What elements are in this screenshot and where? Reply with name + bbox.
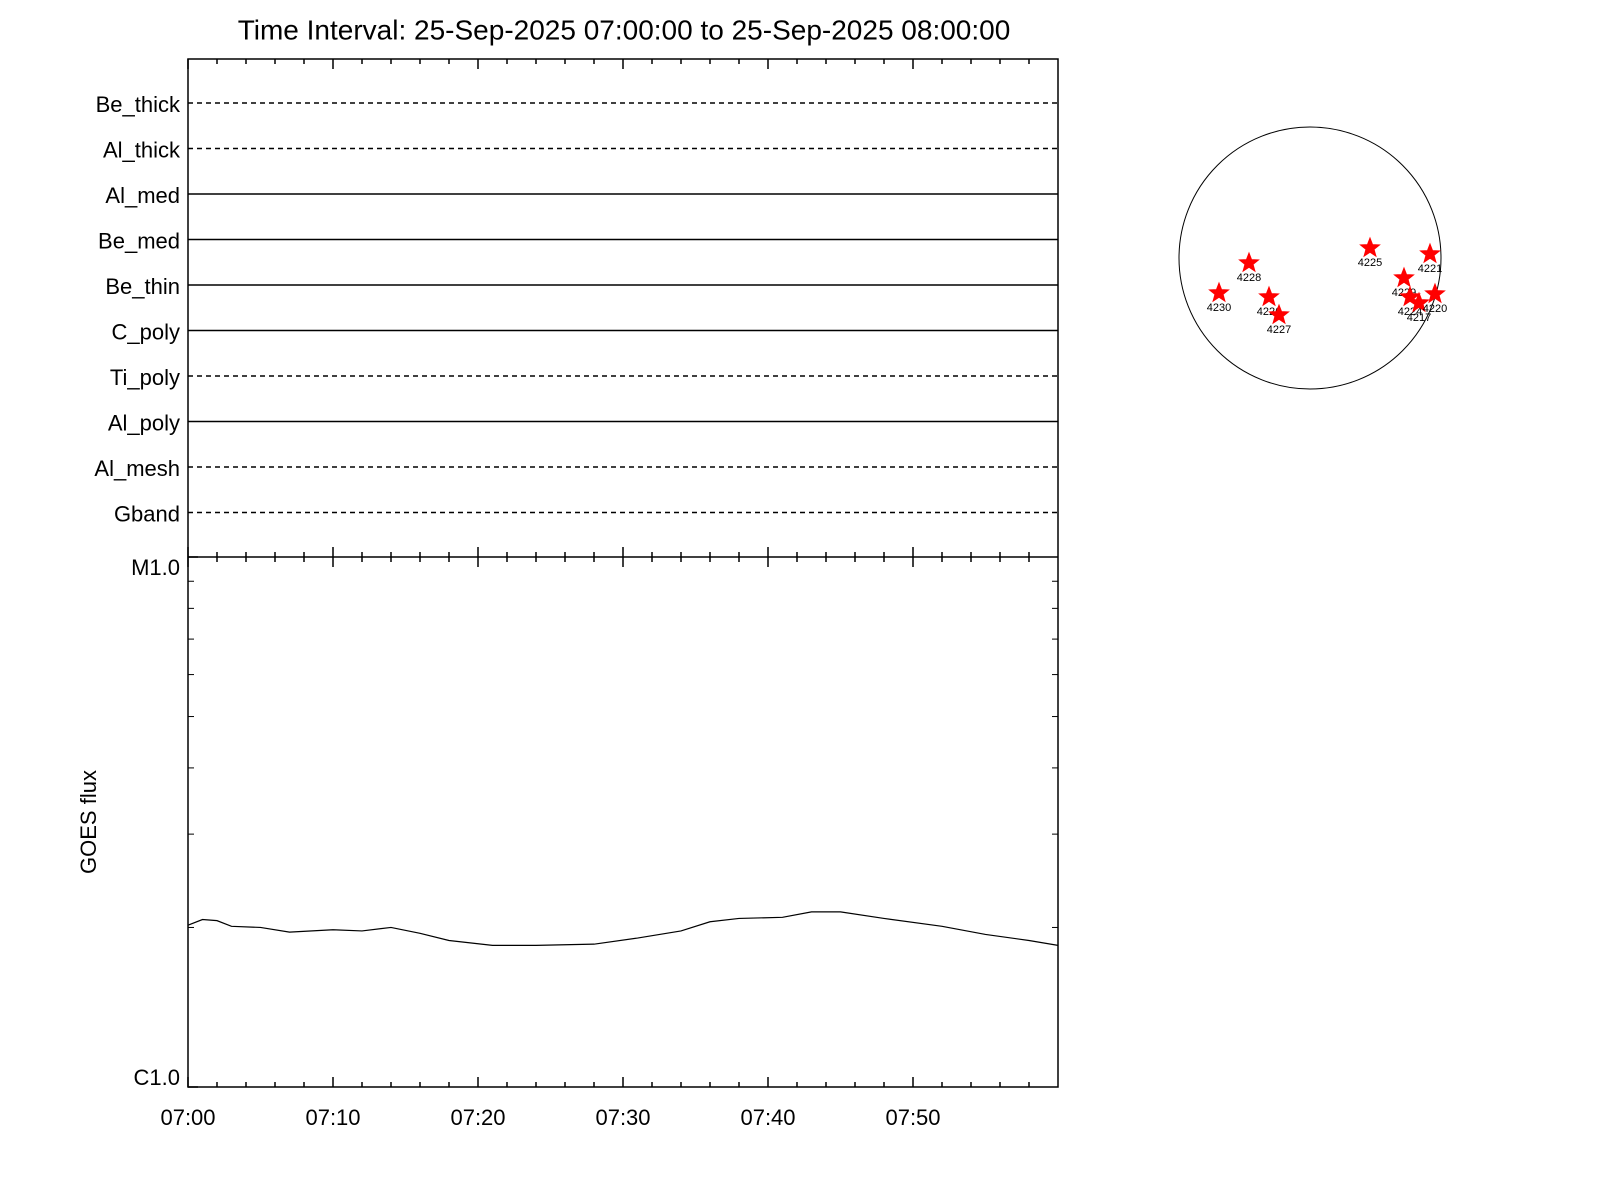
x-tick-label: 07:50: [885, 1105, 940, 1130]
filter-label: Be_thin: [105, 274, 180, 299]
region-star: [1268, 303, 1290, 325]
flux-line: [187, 911, 1059, 946]
x-tick-label: 07:30: [595, 1105, 650, 1130]
region-star: [1238, 251, 1260, 273]
y-tick-label: M1.0: [131, 555, 180, 580]
region-label: 4217: [1407, 312, 1431, 324]
region-label: 4227: [1267, 324, 1291, 336]
filter-label: Al_med: [105, 183, 180, 208]
region-star: [1408, 291, 1430, 313]
filter-label: Al_mesh: [94, 456, 180, 481]
filter-label: Al_thick: [103, 137, 181, 162]
region-star: [1419, 242, 1441, 264]
region-star: [1424, 282, 1446, 304]
region-label: 4228: [1237, 272, 1261, 284]
y-axis-label: GOES flux: [76, 770, 101, 874]
region-label: 4220: [1423, 303, 1447, 315]
region-label: 4230: [1207, 302, 1231, 314]
region-star: [1399, 285, 1421, 307]
filter-label: Al_poly: [108, 410, 180, 435]
filter-label: Ti_poly: [110, 365, 180, 390]
region-star: [1359, 236, 1381, 258]
x-tick-label: 07:10: [305, 1105, 360, 1130]
x-tick-label: 07:40: [740, 1105, 795, 1130]
plot-frame: [187, 58, 1059, 1088]
x-tick-label: 07:20: [450, 1105, 505, 1130]
region-label: 4221: [1418, 263, 1442, 275]
region-star: [1393, 266, 1415, 288]
filter-label: Be_thick: [96, 92, 181, 117]
region-star: [1258, 285, 1280, 307]
region-label: 4225: [1358, 257, 1382, 269]
filter-label: Gband: [114, 501, 180, 526]
chart-title: Time Interval: 25-Sep-2025 07:00:00 to 2…: [238, 14, 1011, 45]
y-tick-label: C1.0: [134, 1065, 180, 1090]
x-tick-label: 07:00: [160, 1105, 215, 1130]
region-star: [1208, 281, 1230, 303]
filter-label: Be_med: [98, 228, 180, 253]
filter-label: C_poly: [112, 319, 180, 344]
sun-disk: [1178, 126, 1442, 390]
